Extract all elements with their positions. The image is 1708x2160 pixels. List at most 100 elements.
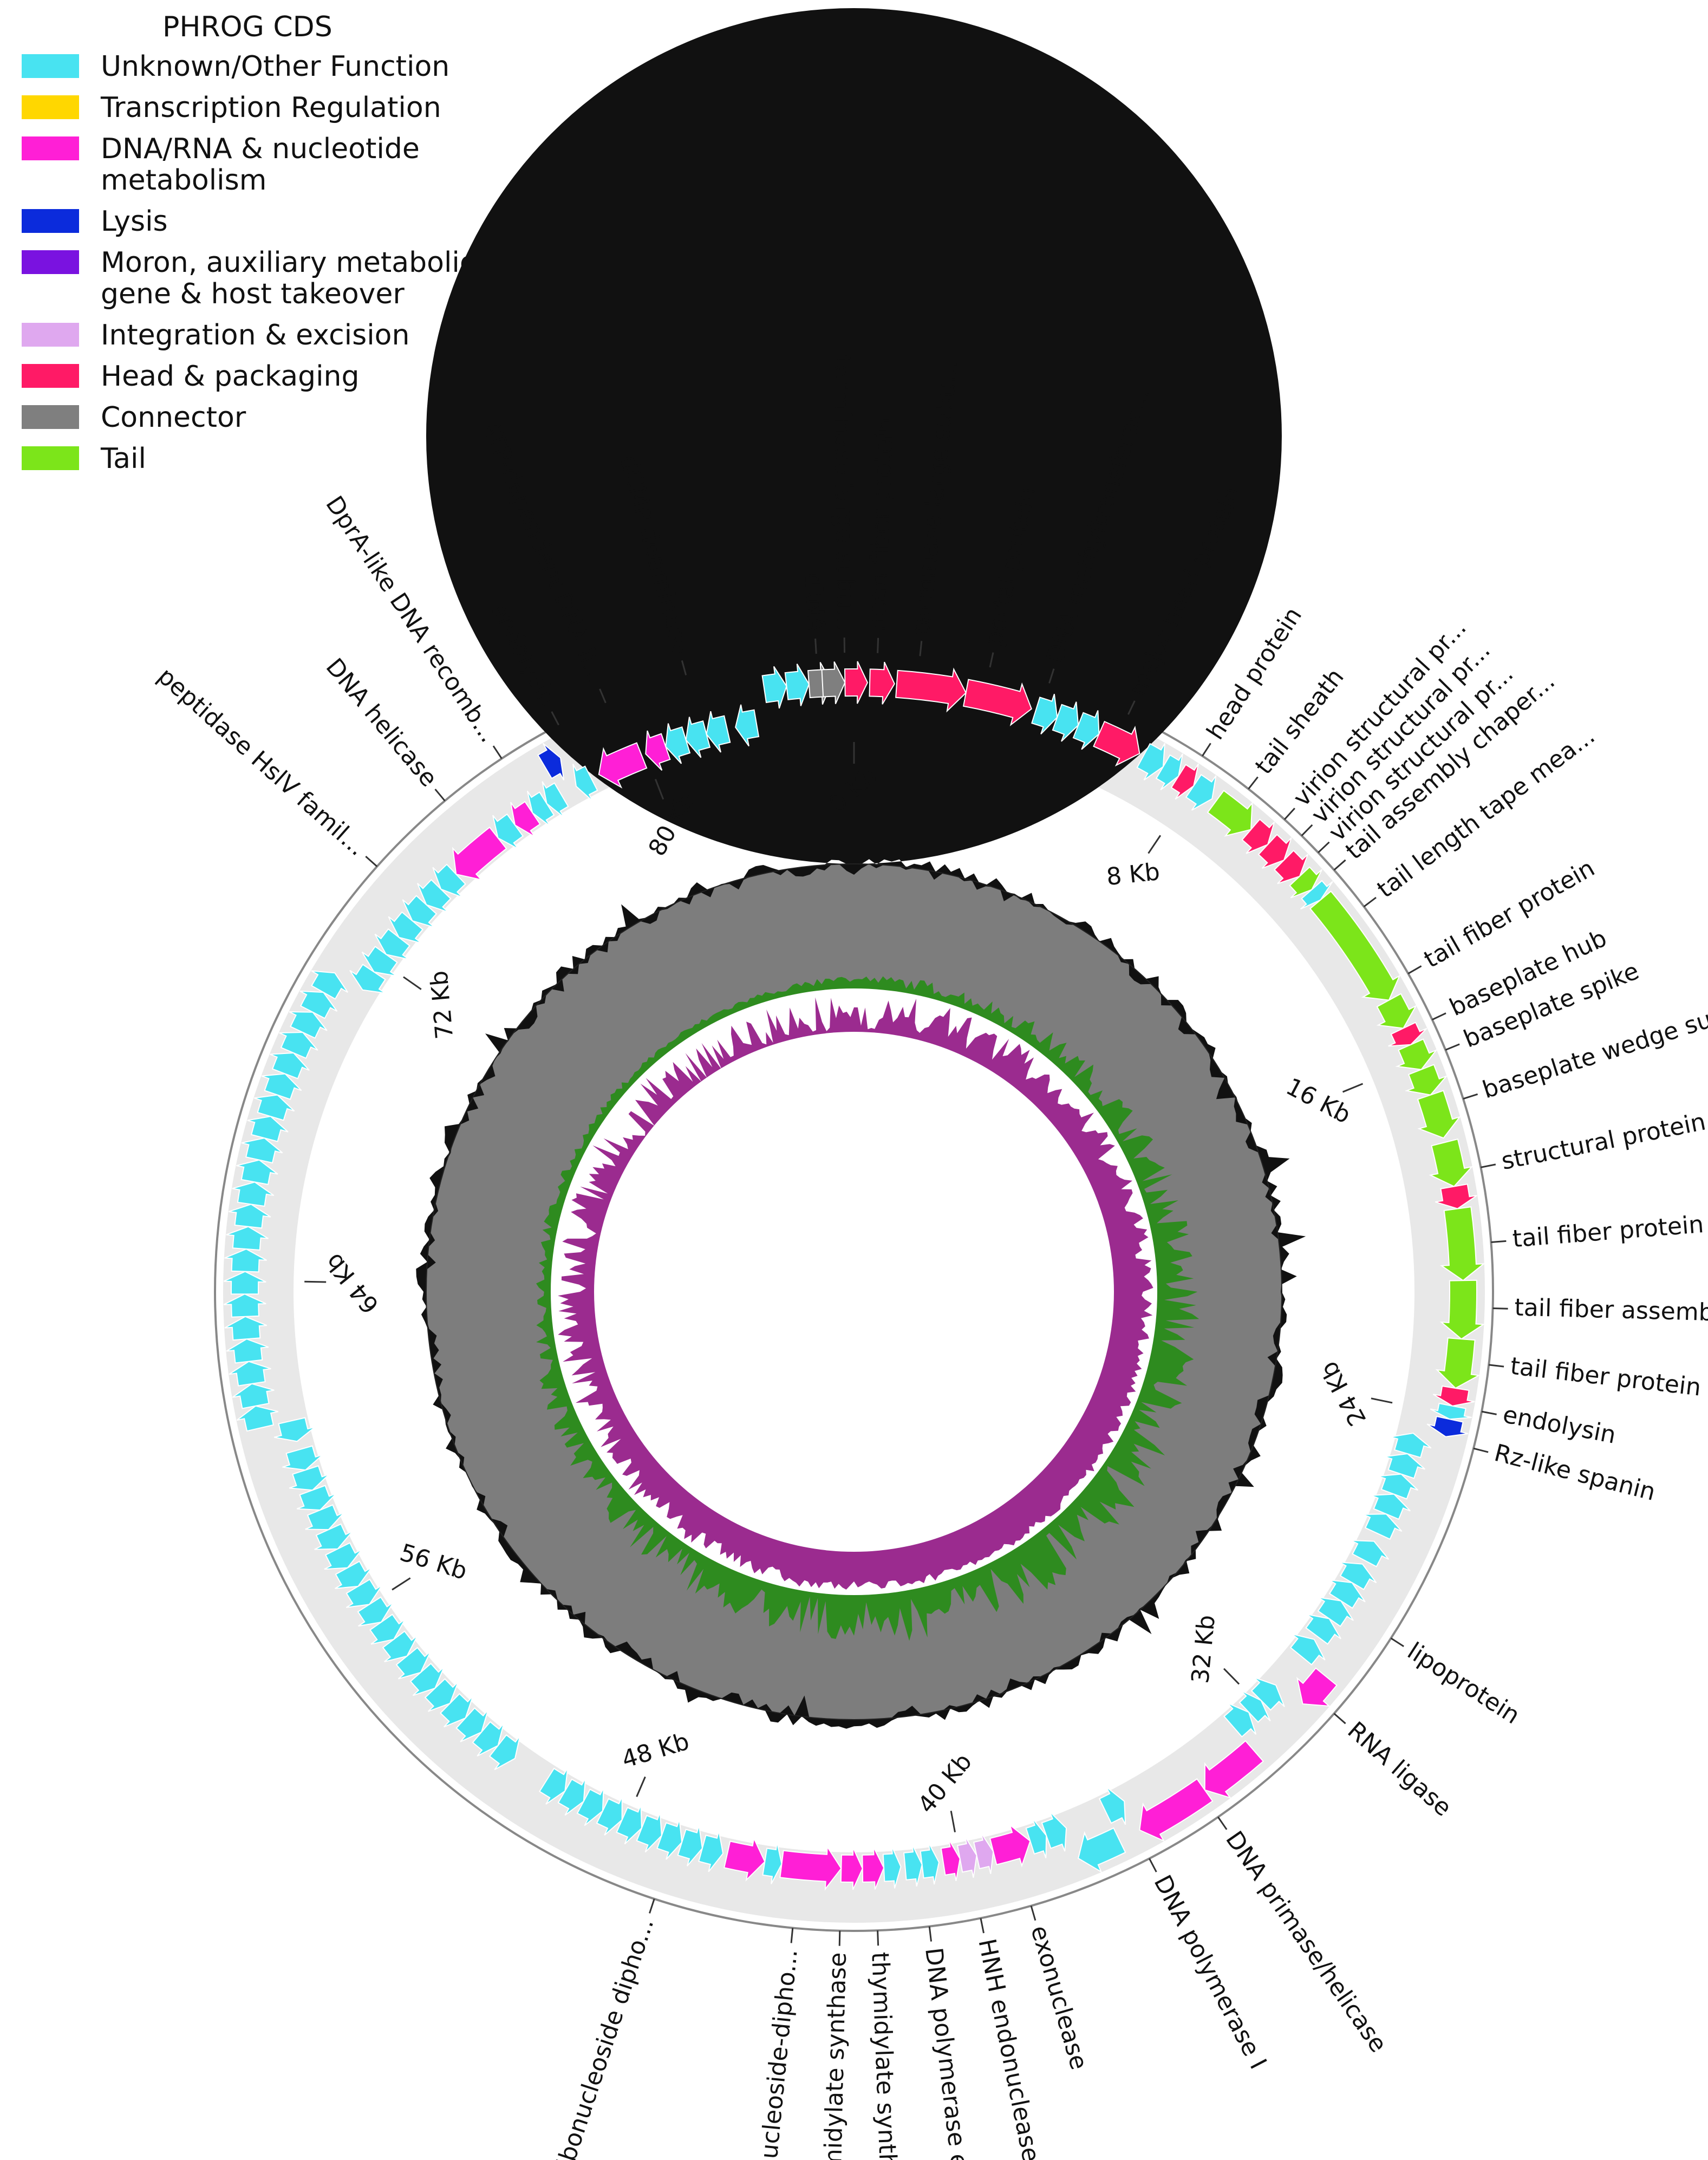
legend-label: Integration & excision [101, 319, 410, 352]
gene-label: tail fiber protein [1509, 1352, 1702, 1402]
cds-arrow-unknown [273, 1417, 316, 1442]
gene-label-tick [1202, 743, 1211, 757]
cds-arrow-unknown [1098, 1786, 1126, 1825]
cds-arrow-unknown [1223, 1702, 1257, 1738]
cds-arrow-unknown [1136, 743, 1165, 781]
gene-label: tail fiber assembly [1514, 1294, 1708, 1327]
gene-label-tick [1048, 668, 1055, 684]
cds-arrow-unknown [229, 1203, 271, 1229]
legend-item-dna: DNA/RNA & nucleotide metabolism [22, 133, 509, 196]
gene-label-tick [1318, 841, 1330, 854]
cds-arrow-unknown [1351, 1540, 1390, 1567]
gene-label-tick [681, 660, 687, 675]
scale-label: 24 Kb [1315, 1357, 1372, 1430]
legend-label: Moron, auxiliary metabolic gene & host t… [101, 246, 475, 310]
gene-label-tick [1491, 1240, 1507, 1244]
gene-label: Rz-like spanin [1491, 1439, 1658, 1506]
gene-label-tick [1463, 1093, 1478, 1100]
cds-arrow-tail [1435, 1337, 1481, 1389]
gene-label-tick [814, 639, 817, 654]
gene-label: RNA ligase [1342, 1716, 1457, 1822]
gene-label-tick [649, 1898, 655, 1914]
cds-arrow-unknown [784, 663, 810, 706]
cds-arrow-unknown [241, 1137, 283, 1164]
cds-arrow-dna [723, 1836, 766, 1882]
gene-label-tick [1127, 700, 1136, 715]
cds-arrow-tail [1439, 1279, 1485, 1340]
gc-skew-inner-mask [594, 1032, 1114, 1552]
gene-label-tick [928, 1926, 933, 1942]
legend-label: Transcription Regulation [101, 92, 441, 124]
cds-arrow-unknown [1300, 880, 1333, 910]
cds-arrow-unknown [232, 1181, 275, 1207]
cds-arrow-head [895, 667, 967, 713]
gene-label: HNH endonuclease [973, 1936, 1045, 2160]
legend-label: Unknown/Other Function [101, 50, 450, 83]
gene-label-tick [1248, 776, 1259, 790]
cds-arrow-tail [1289, 866, 1323, 899]
scale-tick [636, 1776, 646, 1797]
cds-arrow-tail [1395, 1038, 1438, 1070]
gene-label: ribonucleoside dipho... [549, 1915, 660, 2160]
cds-arrow-unknown [289, 1011, 328, 1039]
cds-arrow-head [1241, 818, 1275, 854]
scale-tick [1342, 1083, 1364, 1093]
cds-arrow-tail [1207, 790, 1253, 837]
gene-label-tick [1333, 1713, 1346, 1725]
cds-arrow-unknown [311, 970, 349, 1000]
gene-label: thymidylate synthase [866, 1951, 903, 2160]
cds-feature-track [223, 661, 1485, 1891]
cds-arrow-unknown [247, 1116, 289, 1142]
gc-skew-track [536, 976, 1199, 1641]
scale-label: 72 Kb [425, 970, 459, 1040]
cds-arrow-connector [821, 661, 846, 704]
gene-label-tick [1301, 824, 1313, 836]
legend-item-unknown: Unknown/Other Function [22, 51, 509, 82]
gene-label-tick [1363, 896, 1377, 908]
cds-arrow-unknown [229, 1361, 271, 1387]
cds-arrow-tail [1439, 1206, 1485, 1281]
gene-label-tick [1481, 1163, 1496, 1168]
legend-label: Connector [101, 401, 246, 434]
gene-label-tick [599, 688, 607, 704]
gene-label-tick [1333, 859, 1346, 871]
cds-arrow-unknown [236, 1159, 278, 1186]
scale-label: 40 Kb [912, 1748, 977, 1819]
scale-tick [1148, 835, 1162, 854]
cds-arrow-unknown [706, 711, 731, 753]
gene-label-tick [1473, 1447, 1489, 1453]
cds-arrow-unknown [282, 1445, 323, 1471]
scale-label: 56 Kb [396, 1539, 470, 1585]
gene-label: lipoprotein [1403, 1637, 1525, 1730]
legend-label: Lysis [101, 205, 168, 238]
cds-arrow-unknown [224, 1248, 268, 1273]
scale-tick [304, 1280, 327, 1283]
cds-arrow-dna [940, 1839, 961, 1881]
cds-arrow-unknown [223, 1293, 266, 1318]
cds-arrow-unknown [572, 764, 598, 802]
gene-label-tick [551, 711, 559, 726]
cds-arrow-unknown [1072, 710, 1100, 750]
gene-label: terminase large subu... [827, 355, 859, 631]
cds-arrow-head [962, 679, 1033, 726]
scale-tick [654, 778, 664, 800]
cds-arrow-head [1257, 834, 1292, 869]
gene-label-tick [1432, 1012, 1446, 1020]
cds-arrow-tail [1404, 1064, 1449, 1096]
gene-label: endolysin [1501, 1401, 1618, 1449]
cds-arrow-unknown [253, 1094, 295, 1121]
cds-arrow-unknown [1305, 1614, 1341, 1645]
scale-label: 48 Kb [618, 1728, 692, 1774]
cds-arrow-dna [1204, 1740, 1264, 1799]
legend-swatch-lysis [22, 209, 79, 233]
cds-arrow-unknown [735, 704, 760, 747]
cds-arrow-tail [1417, 1090, 1462, 1139]
gene-label-tick [838, 1930, 841, 1946]
gene-label: exonuclease [1025, 1922, 1093, 2073]
gene-label-tick [919, 641, 923, 656]
legend-swatch-integration [22, 323, 79, 347]
legend-item-head: Head & packaging [22, 361, 509, 392]
cds-arrow-tail [1376, 993, 1418, 1029]
cds-arrow-unknown [226, 1338, 269, 1364]
